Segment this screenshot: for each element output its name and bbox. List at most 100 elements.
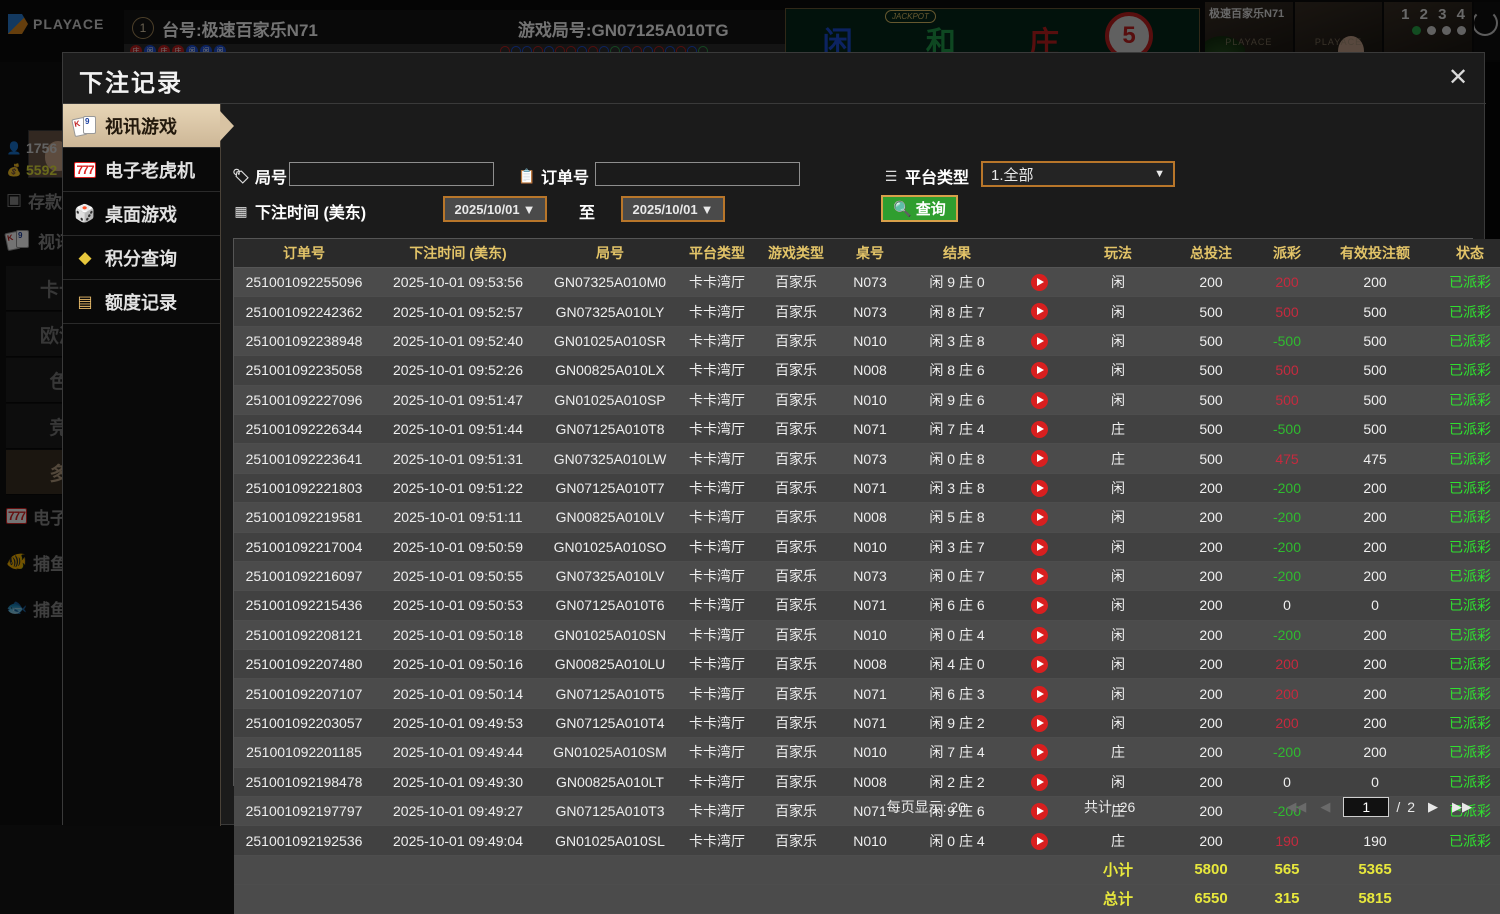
total-label: 总计 bbox=[1068, 884, 1168, 914]
table-row[interactable]: 251001092201185 2025-10-01 09:49:44 GN0102… bbox=[234, 737, 1500, 768]
play-icon[interactable] bbox=[1030, 568, 1048, 585]
play-icon[interactable] bbox=[1030, 303, 1048, 321]
title-divider bbox=[63, 103, 1486, 104]
last-page-button[interactable]: ▶▶ bbox=[1452, 799, 1472, 814]
column-header: 订单号 bbox=[234, 239, 374, 268]
date-range-to-label: 至 bbox=[579, 205, 596, 222]
close-icon[interactable]: ✕ bbox=[1442, 61, 1474, 93]
table-row[interactable]: 251001092221803 2025-10-01 09:51:22 GN0712… bbox=[234, 473, 1500, 504]
play-icon[interactable] bbox=[1030, 450, 1048, 468]
play-icon[interactable] bbox=[1030, 509, 1048, 527]
round-no-input[interactable] bbox=[289, 162, 494, 186]
play-icon[interactable] bbox=[1030, 362, 1048, 380]
sidebar-item-table-games[interactable]: 🎲 桌面游戏 bbox=[63, 192, 220, 236]
table-row[interactable]: 251001092217004 2025-10-01 09:50:59 GN0102… bbox=[234, 532, 1500, 562]
cell-play-type: 闲 bbox=[1068, 355, 1168, 386]
table-row[interactable]: 251001092227096 2025-10-01 09:51:47 GN0102… bbox=[234, 385, 1500, 415]
cell-table-no: N010 bbox=[836, 532, 904, 562]
prev-page-button[interactable]: ◀ bbox=[1320, 799, 1331, 814]
table-row[interactable]: 251001092238948 2025-10-01 09:52:40 GN0102… bbox=[234, 326, 1500, 357]
cell-bet-time: 2025-10-01 09:51:22 bbox=[374, 473, 542, 504]
cell-table-no: N010 bbox=[836, 620, 904, 651]
table-row[interactable]: 251001092219581 2025-10-01 09:51:11 GN0082… bbox=[234, 502, 1500, 533]
cell-order-no: 251001092242362 bbox=[234, 296, 374, 327]
column-header: 桌号 bbox=[836, 239, 904, 268]
play-icon[interactable] bbox=[1030, 832, 1048, 850]
cell-round-no: GN01025A010SL bbox=[542, 825, 678, 856]
cell-platform: 卡卡湾厅 bbox=[678, 296, 756, 327]
cell-payout: 500 bbox=[1254, 385, 1320, 415]
next-page-button[interactable]: ▶ bbox=[1428, 799, 1438, 814]
table-row[interactable]: 251001092197797 2025-10-01 09:49:27 GN0712… bbox=[234, 796, 1500, 827]
table-row[interactable]: 251001092223641 2025-10-01 09:51:31 GN0732… bbox=[234, 443, 1500, 474]
table-row[interactable]: 251001092207107 2025-10-01 09:50:14 GN0712… bbox=[234, 678, 1500, 709]
column-header: 状态 bbox=[1430, 239, 1500, 268]
cell-round-no: GN00825A010LU bbox=[542, 649, 678, 680]
cell-replay bbox=[1010, 825, 1068, 856]
play-icon[interactable] bbox=[1030, 685, 1048, 703]
cell-round-no: GN07325A010LY bbox=[542, 296, 678, 327]
cell-result: 闲 6 庄 6 bbox=[904, 590, 1010, 621]
play-icon[interactable] bbox=[1030, 773, 1048, 791]
play-icon[interactable] bbox=[1030, 391, 1048, 409]
table-row[interactable]: 251001092207480 2025-10-01 09:50:16 GN0082… bbox=[234, 649, 1500, 680]
cell-result: 闲 2 庄 2 bbox=[904, 767, 1010, 798]
column-header: 游戏类型 bbox=[756, 239, 836, 268]
table-row[interactable]: 251001092198478 2025-10-01 09:49:30 GN0082… bbox=[234, 767, 1500, 798]
total-pages-label: 2 bbox=[1407, 799, 1415, 815]
cell-order-no: 251001092197797 bbox=[234, 796, 374, 827]
round-no-label: 局号 bbox=[255, 170, 288, 187]
cell-bet-time: 2025-10-01 09:51:47 bbox=[374, 385, 542, 415]
sidebar-item-label: 电子老虎机 bbox=[105, 160, 195, 181]
cell-payout: 0 bbox=[1254, 767, 1320, 798]
cell-payout: -200 bbox=[1254, 561, 1320, 592]
cell-total-bet: 500 bbox=[1168, 414, 1254, 445]
cell-round-no: GN01025A010SN bbox=[542, 620, 678, 651]
cell-game-type: 百家乐 bbox=[756, 737, 836, 768]
table-row[interactable]: 251001092192536 2025-10-01 09:49:04 GN0102… bbox=[234, 825, 1500, 856]
play-icon[interactable] bbox=[1030, 421, 1048, 439]
sidebar-item-slots[interactable]: 777 电子老虎机 bbox=[63, 148, 220, 192]
first-page-button[interactable]: ◀◀ bbox=[1286, 799, 1307, 814]
round-no-label-group: 🏷 局号 bbox=[232, 164, 288, 188]
table-row[interactable]: 251001092208121 2025-10-01 09:50:18 GN0102… bbox=[234, 620, 1500, 651]
date-from-picker[interactable]: 2025/10/01 ▼ bbox=[443, 196, 547, 222]
play-icon[interactable] bbox=[1030, 626, 1048, 644]
table-row[interactable]: 251001092216097 2025-10-01 09:50:55 GN0732… bbox=[234, 561, 1500, 592]
query-button[interactable]: 🔍 查询 bbox=[881, 195, 958, 222]
cell-valid-bet: 200 bbox=[1320, 502, 1430, 533]
play-icon[interactable] bbox=[1030, 744, 1048, 762]
table-row[interactable]: 251001092255096 2025-10-01 09:53:56 GN0732… bbox=[234, 267, 1500, 298]
cell-replay bbox=[1010, 590, 1068, 621]
play-icon[interactable] bbox=[1030, 656, 1048, 674]
cell-bet-time: 2025-10-01 09:49:04 bbox=[374, 825, 542, 856]
page-separator: / bbox=[1396, 799, 1401, 815]
order-no-label-group: 📋 订单号 bbox=[518, 164, 589, 188]
cell-order-no: 251001092221803 bbox=[234, 473, 374, 504]
table-row[interactable]: 251001092226344 2025-10-01 09:51:44 GN0712… bbox=[234, 414, 1500, 445]
platform-type-select[interactable]: 1.全部 ▼ bbox=[981, 161, 1175, 187]
table-row[interactable]: 251001092203057 2025-10-01 09:49:53 GN0712… bbox=[234, 708, 1500, 739]
cell-table-no: N073 bbox=[836, 443, 904, 474]
play-icon[interactable] bbox=[1030, 803, 1048, 821]
sidebar-item-points-query[interactable]: ◆ 积分查询 bbox=[63, 236, 220, 280]
cell-valid-bet: 200 bbox=[1320, 649, 1430, 680]
play-icon[interactable] bbox=[1030, 538, 1048, 556]
table-row[interactable]: 251001092235058 2025-10-01 09:52:26 GN0082… bbox=[234, 355, 1500, 386]
play-icon[interactable] bbox=[1030, 597, 1048, 615]
cell-table-no: N073 bbox=[836, 296, 904, 327]
date-to-picker[interactable]: 2025/10/01 ▼ bbox=[621, 196, 725, 222]
date-range-to-label-group: 至 bbox=[579, 199, 595, 223]
play-icon[interactable] bbox=[1030, 332, 1048, 350]
sidebar-item-credit-records[interactable]: ▤ 额度记录 bbox=[63, 280, 220, 324]
cell-payout: 200 bbox=[1254, 678, 1320, 709]
play-icon[interactable] bbox=[1030, 714, 1048, 732]
play-icon[interactable] bbox=[1030, 479, 1048, 497]
order-no-input[interactable] bbox=[595, 162, 800, 186]
table-row[interactable]: 251001092242362 2025-10-01 09:52:57 GN0732… bbox=[234, 296, 1500, 327]
cell-bet-time: 2025-10-01 09:49:30 bbox=[374, 767, 542, 798]
table-row[interactable]: 251001092215436 2025-10-01 09:50:53 GN0712… bbox=[234, 590, 1500, 621]
play-icon[interactable] bbox=[1030, 274, 1048, 292]
page-number-input[interactable] bbox=[1343, 797, 1390, 817]
